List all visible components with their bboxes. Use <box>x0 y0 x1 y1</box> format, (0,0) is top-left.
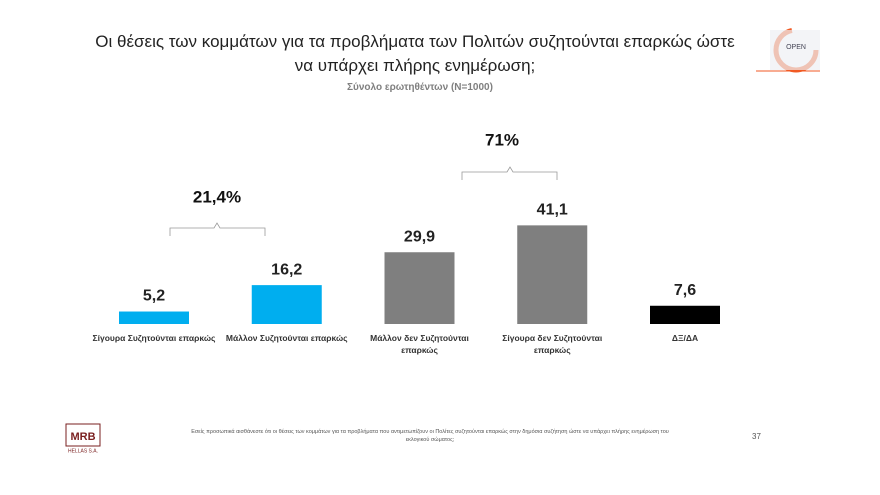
page-number: 37 <box>752 432 761 441</box>
logo-text: MRB <box>70 431 95 443</box>
logo-text: OPEN <box>786 44 806 51</box>
annotation: 71% <box>485 130 519 149</box>
footnote: Εσείς προσωπικά αισθάνεστε ότι οι θέσεις… <box>191 429 669 443</box>
bar <box>517 225 588 324</box>
chart-title: Οι θέσεις των κομμάτων για τα προβλήματα… <box>95 32 735 75</box>
bar <box>650 305 720 324</box>
bracket <box>461 166 558 180</box>
x-tick-label: ΔΞ/ΔΑ <box>671 333 699 343</box>
bar <box>119 311 189 324</box>
value-label: 41,1 <box>537 202 568 219</box>
logo-box <box>770 30 820 70</box>
value-label: 5,2 <box>143 288 165 305</box>
value-label: 29,9 <box>404 228 435 245</box>
x-tick-label: Μάλλον δεν Συζητούνται επαρκώς <box>370 333 469 355</box>
bracket <box>169 222 266 236</box>
value-label: 16,2 <box>271 261 302 278</box>
x-tick-label: Σίγουρα δεν Συζητούνται επαρκώς <box>502 333 603 355</box>
logo-top: OPEN <box>756 27 820 73</box>
logo-bottom: MRB HELLAS S.A. <box>65 423 101 454</box>
bar <box>251 285 322 324</box>
logo-box <box>65 423 101 447</box>
x-tick-label: Σίγουρα Συζητούνται επαρκώς <box>92 333 216 343</box>
bar <box>384 252 455 324</box>
annotation: 21,4% <box>193 187 241 206</box>
x-tick-label: Μάλλον Συζητούνται επαρκώς <box>225 333 348 343</box>
logo-subtext: HELLAS S.A. <box>68 448 98 454</box>
chart-subtitle: Σύνολο ερωτηθέντων (N=1000) <box>347 82 493 93</box>
value-label: 7,6 <box>674 282 696 299</box>
